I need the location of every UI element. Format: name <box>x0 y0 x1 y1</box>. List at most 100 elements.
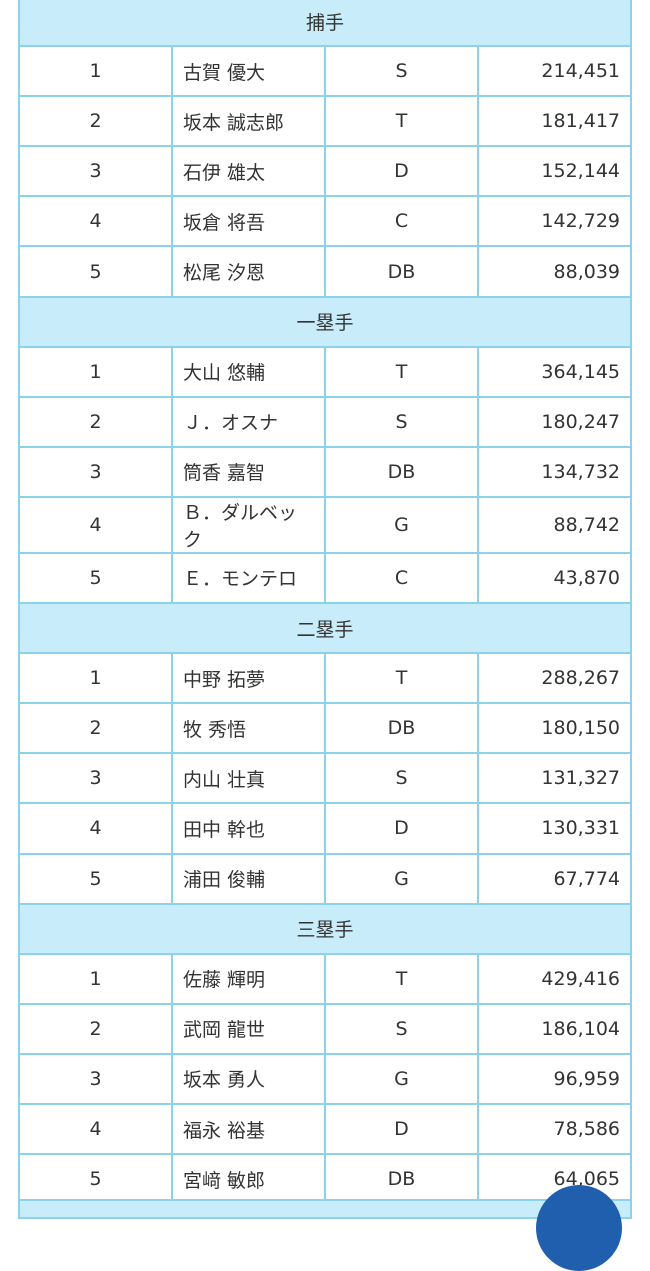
player-row: 5 浦田 俊輔 G 67,774 <box>18 852 632 905</box>
team: DB <box>324 245 479 298</box>
rank: 1 <box>18 952 173 1005</box>
player-row: 1 大山 悠輔 T 364,145 <box>18 345 632 398</box>
player-name: Ｊ．オスナ <box>171 395 326 448</box>
rank: 2 <box>18 395 173 448</box>
votes: 130,331 <box>477 802 632 855</box>
player-name: 石伊 雄太 <box>171 145 326 198</box>
rank: 2 <box>18 702 173 755</box>
rank: 4 <box>18 802 173 855</box>
votes: 43,870 <box>477 551 632 605</box>
player-name: 牧 秀悟 <box>171 702 326 755</box>
team: G <box>324 1052 479 1105</box>
team: T <box>324 652 479 705</box>
section-title: 三塁手 <box>18 902 632 955</box>
player-row: 4 福永 裕基 D 78,586 <box>18 1102 632 1156</box>
player-name: 筒香 嘉智 <box>171 445 326 498</box>
player-name: 坂本 誠志郎 <box>171 95 326 148</box>
player-row: 1 佐藤 輝明 T 429,416 <box>18 952 632 1005</box>
player-name: 大山 悠輔 <box>171 345 326 398</box>
player-name: Ｂ．ダルベック <box>171 495 326 554</box>
rank: 5 <box>18 1153 173 1206</box>
player-name: 坂本 勇人 <box>171 1052 326 1105</box>
player-row: 1 中野 拓夢 T 288,267 <box>18 652 632 705</box>
rank: 1 <box>18 652 173 705</box>
player-row: 3 内山 壮真 S 131,327 <box>18 752 632 805</box>
player-name: 中野 拓夢 <box>171 652 326 705</box>
votes: 78,586 <box>477 1102 632 1156</box>
votes: 214,451 <box>477 45 632 98</box>
rank: 2 <box>18 95 173 148</box>
player-row: 2 坂本 誠志郎 T 181,417 <box>18 95 632 148</box>
player-row: 3 石伊 雄太 D 152,144 <box>18 145 632 198</box>
page: 捕手 1 古賀 優大 S 214,451 2 坂本 誠志郎 T 181,417 3 石伊 雄太 D 15… <box>18 0 632 1271</box>
rank: 4 <box>18 1102 173 1156</box>
player-name: 古賀 優大 <box>171 45 326 98</box>
votes: 88,742 <box>477 495 632 554</box>
team: C <box>324 195 479 248</box>
rank: 4 <box>18 495 173 554</box>
votes: 67,774 <box>477 852 632 905</box>
team: D <box>324 802 479 855</box>
player-row: 5 Ｅ．モンテロ C 43,870 <box>18 551 632 605</box>
player-name: 内山 壮真 <box>171 752 326 805</box>
team: G <box>324 495 479 554</box>
section-header-row: 一塁手 <box>18 295 632 348</box>
player-name: 松尾 汐恩 <box>171 245 326 298</box>
team: G <box>324 852 479 905</box>
votes: 180,247 <box>477 395 632 448</box>
floating-button[interactable] <box>536 1185 622 1271</box>
player-row: 5 宮﨑 敏郎 DB 64,065 <box>18 1153 632 1206</box>
votes: 429,416 <box>477 952 632 1005</box>
team: D <box>324 145 479 198</box>
player-name: 浦田 俊輔 <box>171 852 326 905</box>
rank: 1 <box>18 345 173 398</box>
player-row: 3 坂本 勇人 G 96,959 <box>18 1052 632 1105</box>
team: DB <box>324 445 479 498</box>
player-row: 2 Ｊ．オスナ S 180,247 <box>18 395 632 448</box>
player-row: 1 古賀 優大 S 214,451 <box>18 45 632 98</box>
team: T <box>324 952 479 1005</box>
votes: 96,959 <box>477 1052 632 1105</box>
section-title: 一塁手 <box>18 295 632 348</box>
player-name: 坂倉 将吾 <box>171 195 326 248</box>
votes: 134,732 <box>477 445 632 498</box>
team: C <box>324 551 479 605</box>
rank: 5 <box>18 551 173 605</box>
votes: 152,144 <box>477 145 632 198</box>
player-name: 佐藤 輝明 <box>171 952 326 1005</box>
rank: 4 <box>18 195 173 248</box>
team: D <box>324 1102 479 1156</box>
team: T <box>324 95 479 148</box>
section-title: 捕手 <box>18 0 632 48</box>
player-name: 福永 裕基 <box>171 1102 326 1156</box>
team: S <box>324 45 479 98</box>
rank: 3 <box>18 1052 173 1105</box>
player-row: 3 筒香 嘉智 DB 134,732 <box>18 445 632 498</box>
team: S <box>324 395 479 448</box>
player-name: 武岡 龍世 <box>171 1002 326 1055</box>
rank: 3 <box>18 445 173 498</box>
ranking-table-wrap: 捕手 1 古賀 優大 S 214,451 2 坂本 誠志郎 T 181,417 3 石伊 雄太 D 15… <box>18 0 632 1206</box>
team: S <box>324 752 479 805</box>
ranking-table: 捕手 1 古賀 優大 S 214,451 2 坂本 誠志郎 T 181,417 3 石伊 雄太 D 15… <box>18 0 632 1206</box>
votes: 364,145 <box>477 345 632 398</box>
rank: 3 <box>18 752 173 805</box>
team: S <box>324 1002 479 1055</box>
section-header-row: 三塁手 <box>18 902 632 955</box>
player-name: Ｅ．モンテロ <box>171 551 326 605</box>
section-header-row: 二塁手 <box>18 602 632 655</box>
rank: 1 <box>18 45 173 98</box>
team: T <box>324 345 479 398</box>
player-row: 4 坂倉 将吾 C 142,729 <box>18 195 632 248</box>
player-row: 4 Ｂ．ダルベック G 88,742 <box>18 495 632 554</box>
votes: 180,150 <box>477 702 632 755</box>
votes: 288,267 <box>477 652 632 705</box>
votes: 142,729 <box>477 195 632 248</box>
rank: 5 <box>18 245 173 298</box>
player-name: 田中 幹也 <box>171 802 326 855</box>
votes: 181,417 <box>477 95 632 148</box>
votes: 186,104 <box>477 1002 632 1055</box>
player-row: 2 武岡 龍世 S 186,104 <box>18 1002 632 1055</box>
section-title: 二塁手 <box>18 602 632 655</box>
